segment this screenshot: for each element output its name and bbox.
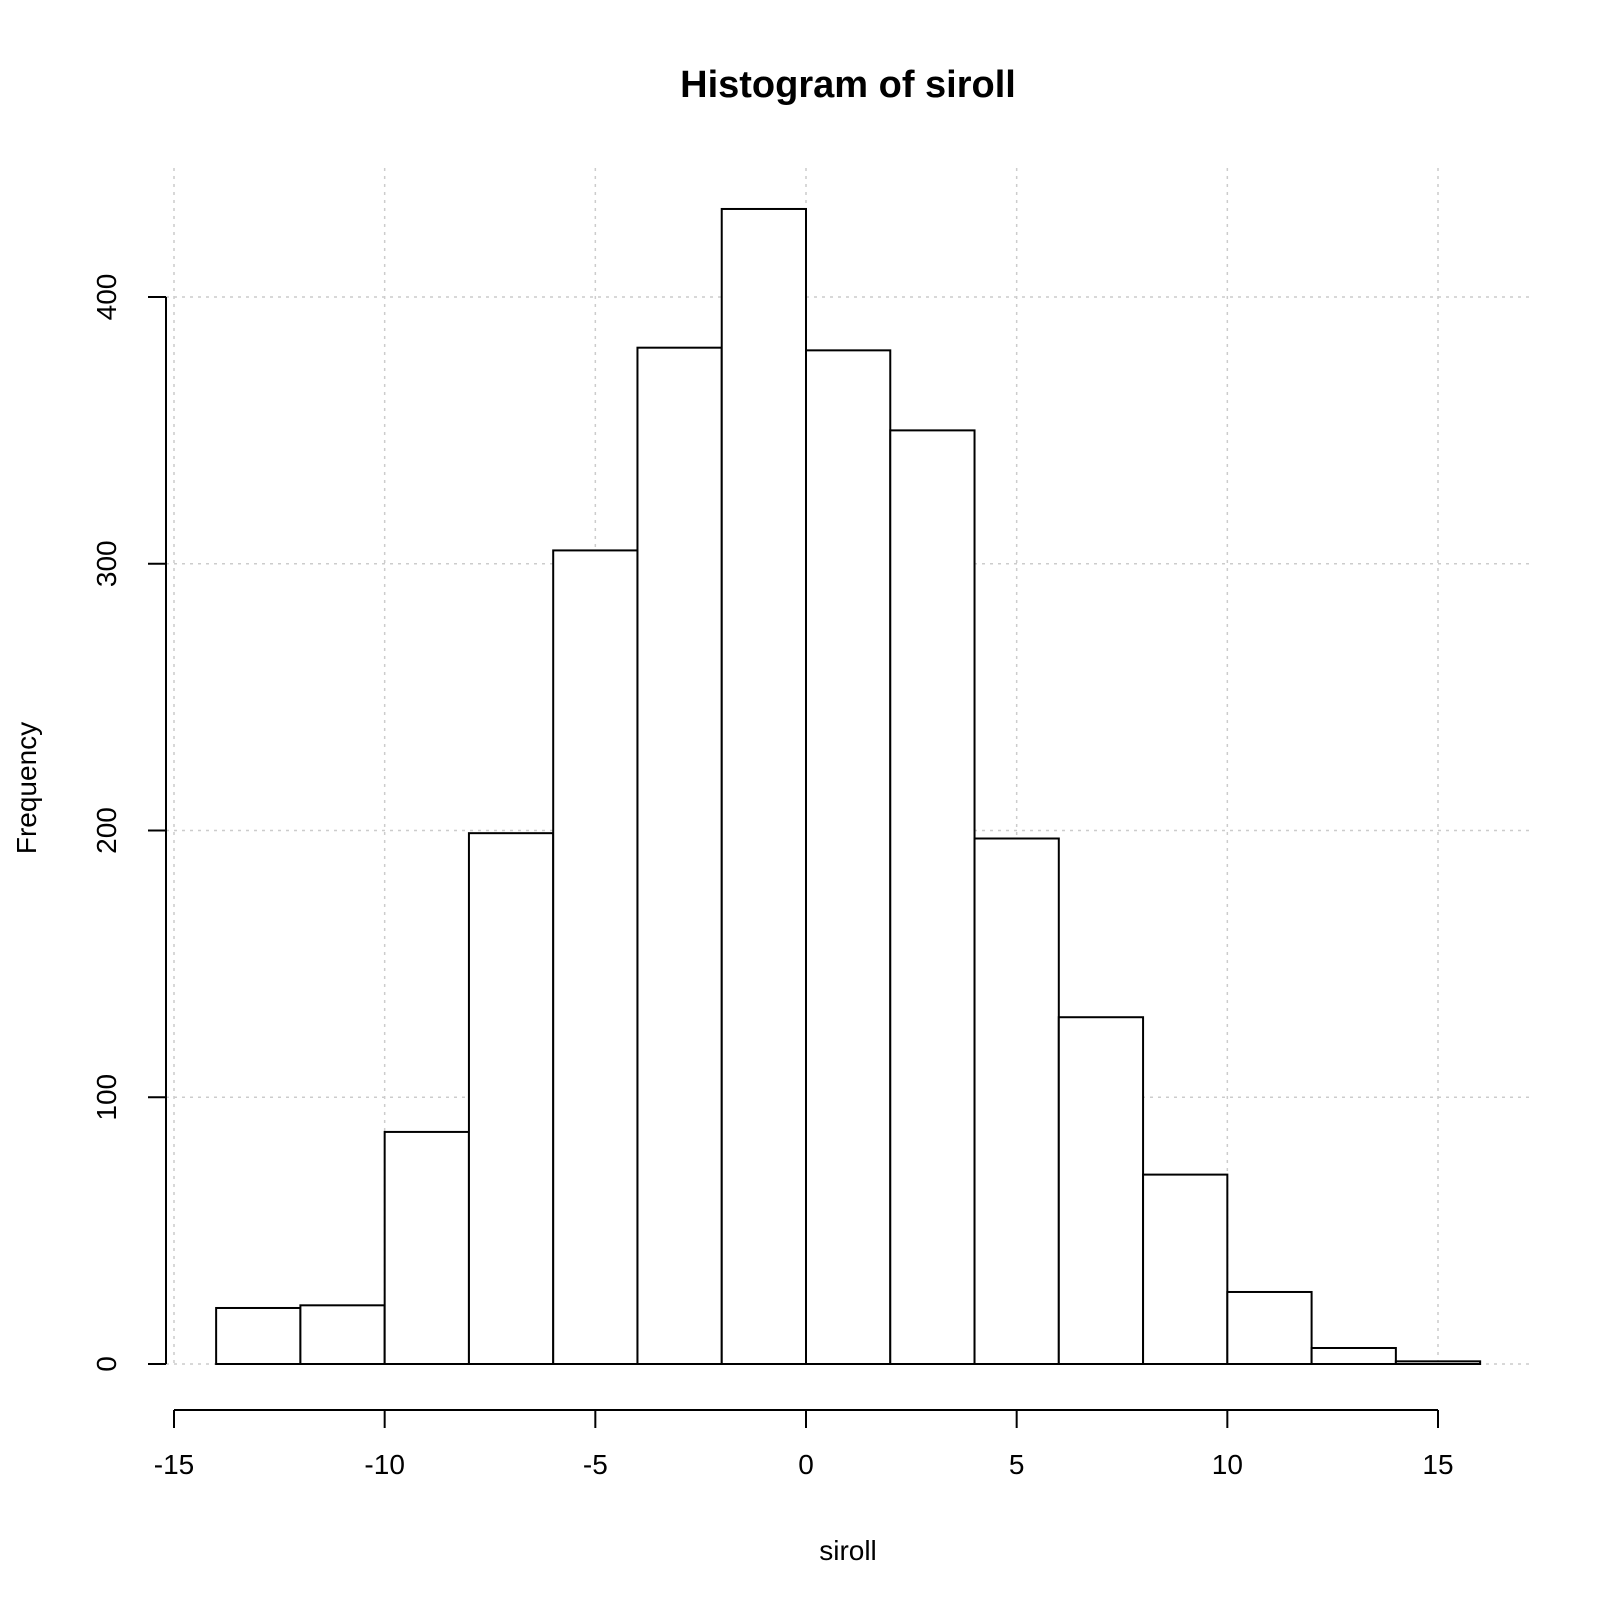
y-tick-label: 400 bbox=[91, 274, 122, 321]
histogram-bars bbox=[215, 207, 1482, 1366]
y-tick-label: 300 bbox=[91, 540, 122, 587]
histogram-bar bbox=[720, 207, 808, 1365]
histogram-bar bbox=[1057, 1016, 1145, 1365]
histogram-bar bbox=[552, 549, 639, 1365]
x-tick-label: 5 bbox=[1009, 1449, 1025, 1480]
histogram-bar bbox=[805, 349, 892, 1366]
x-tick-label: -10 bbox=[364, 1449, 404, 1480]
histogram-bar bbox=[383, 1130, 470, 1365]
histogram-bar bbox=[973, 837, 1060, 1365]
histogram-bar bbox=[1142, 1173, 1229, 1366]
x-tick-label: 15 bbox=[1422, 1449, 1453, 1480]
histogram-bar bbox=[467, 832, 555, 1365]
histogram-bar bbox=[215, 1306, 302, 1366]
y-tick-label: 200 bbox=[91, 807, 122, 854]
y-tick-label: 100 bbox=[91, 1074, 122, 1121]
chart-title: Histogram of siroll bbox=[680, 64, 1016, 106]
histogram-bar bbox=[636, 346, 723, 1365]
histogram-bar bbox=[1226, 1290, 1313, 1366]
y-axis-label: Frequency bbox=[11, 722, 42, 854]
histogram-bar bbox=[299, 1304, 386, 1365]
axes: -15 -10 -5 0 5 10 15 0 100 200 300 400 bbox=[91, 274, 1454, 1480]
histogram-bar bbox=[1310, 1346, 1397, 1365]
x-tick-label: 0 bbox=[798, 1449, 814, 1480]
x-tick-label: 10 bbox=[1212, 1449, 1243, 1480]
histogram-bar bbox=[1394, 1360, 1482, 1366]
x-tick-label: -15 bbox=[154, 1449, 194, 1480]
histogram-bar bbox=[889, 429, 976, 1365]
x-axis-label: siroll bbox=[819, 1535, 877, 1566]
x-tick-label: -5 bbox=[583, 1449, 608, 1480]
y-tick-label: 0 bbox=[91, 1356, 122, 1372]
